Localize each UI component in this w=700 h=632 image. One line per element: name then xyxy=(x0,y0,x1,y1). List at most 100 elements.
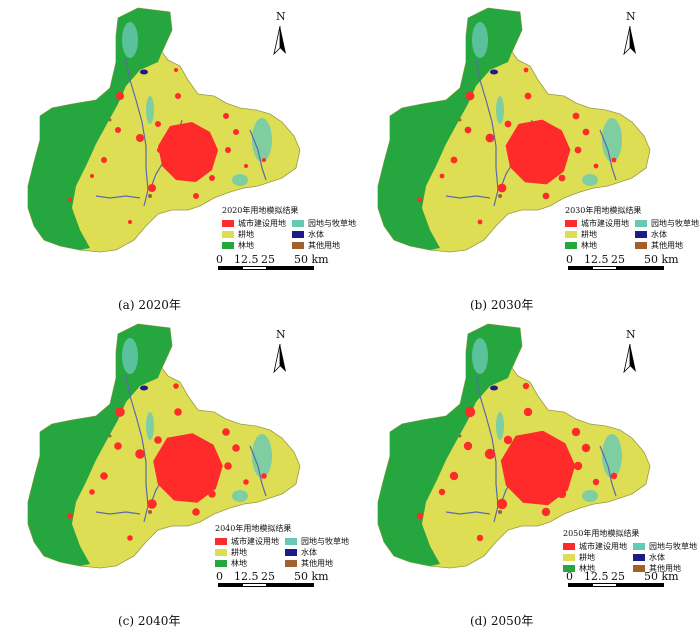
legend-swatch xyxy=(215,538,227,545)
panel-caption: (a) 2020年 xyxy=(118,298,181,312)
scale-segment xyxy=(616,584,663,586)
land-use-map xyxy=(377,7,651,253)
legend-item: 水体 xyxy=(285,547,355,558)
other-land-patch xyxy=(108,118,112,122)
urban-patch xyxy=(90,174,94,178)
garden-grassland-patch xyxy=(122,338,138,374)
urban-patch xyxy=(157,147,163,153)
urban-patch xyxy=(148,184,156,192)
urban-patch xyxy=(208,490,216,498)
urban-patch xyxy=(135,449,145,459)
legend-item: 水体 xyxy=(635,229,700,240)
garden-grassland-patch xyxy=(496,412,504,440)
scale-segment xyxy=(569,584,593,586)
legend-swatch xyxy=(563,543,575,550)
scale-tick-label: 50 km xyxy=(294,570,329,583)
urban-patch xyxy=(244,164,248,168)
scale-bar: 0 12.5 25 50 km xyxy=(216,253,329,270)
map-legend: 2040年用地模拟结果 城市建设用地 园地与牧草地 耕地 水体 林地 其他用地 xyxy=(215,523,355,569)
urban-patch xyxy=(572,112,580,120)
legend-swatch xyxy=(563,565,575,572)
urban-patch xyxy=(545,401,555,411)
forest-area xyxy=(28,324,172,566)
water-body xyxy=(490,69,498,75)
urban-patch xyxy=(225,147,231,153)
urban-core-area xyxy=(505,119,571,185)
scale-bar: 0 12.5 25 50 km xyxy=(566,253,679,270)
urban-patch xyxy=(67,513,73,519)
legend-swatch xyxy=(292,220,304,227)
urban-patch xyxy=(464,126,472,134)
urban-core-area xyxy=(153,433,223,503)
forest-area xyxy=(28,8,172,250)
legend-swatch xyxy=(635,231,647,238)
scale-tick-label: 0 xyxy=(566,570,573,583)
legend-label: 其他用地 xyxy=(651,241,683,250)
legend-item: 林地 xyxy=(565,240,635,251)
urban-patch xyxy=(197,87,203,93)
panel-caption: (d) 2050年 xyxy=(470,614,534,628)
urban-patch xyxy=(233,129,239,135)
urban-patch xyxy=(522,382,530,390)
urban-patch xyxy=(262,158,266,162)
legend-label: 城市建设用地 xyxy=(238,219,286,228)
map-panel-2050: N 2050年用地模拟结果 城市建设用地 园地与牧草地 耕地 水体 林地 其他用地 0 12.5 2… xyxy=(350,316,700,632)
legend-swatch xyxy=(215,560,227,567)
urban-patch xyxy=(100,472,108,480)
legend-swatch xyxy=(563,554,575,561)
legend-item: 园地与牧草地 xyxy=(292,218,362,229)
legend-title: 2050年用地模拟结果 xyxy=(563,529,640,538)
urban-patch xyxy=(542,192,550,200)
legend-item: 水体 xyxy=(633,552,700,563)
urban-patch xyxy=(193,193,199,199)
legend-label: 耕地 xyxy=(579,553,595,562)
urban-patch xyxy=(505,461,515,471)
legend-label: 水体 xyxy=(308,230,324,239)
other-land-patch xyxy=(458,118,462,122)
urban-patch xyxy=(136,134,144,142)
scale-segment xyxy=(219,584,243,586)
garden-grassland-patch xyxy=(122,22,138,58)
scale-segment xyxy=(219,267,243,269)
scale-tick-label: 25 xyxy=(611,570,625,583)
urban-patch xyxy=(222,428,230,436)
land-use-map xyxy=(377,323,651,569)
water-body xyxy=(557,68,563,72)
legend-item: 水体 xyxy=(292,229,362,240)
scale-segment xyxy=(266,584,313,586)
legend-item: 林地 xyxy=(563,563,633,574)
urban-patch xyxy=(416,512,424,520)
urban-core-area xyxy=(500,430,576,506)
river-line xyxy=(475,59,499,207)
map-panel-2020: N 2020年用地模拟结果 城市建设用地 园地与牧草地 耕地 水体 林地 其他用地 0 12.5 2… xyxy=(0,0,356,316)
scale-tick-label: 50 km xyxy=(294,253,329,266)
urban-patch xyxy=(209,175,215,181)
map-legend: 2020年用地模拟结果 城市建设用地 园地与牧草地 耕地 水体 林地 其他用地 xyxy=(222,205,362,251)
scale-tick-label: 12.5 xyxy=(234,570,259,583)
legend-item: 其他用地 xyxy=(635,240,700,251)
urban-patch xyxy=(546,86,554,94)
legend-swatch xyxy=(215,549,227,556)
land-use-map xyxy=(27,7,301,253)
water-body xyxy=(207,68,213,72)
scale-tick-label: 25 xyxy=(261,570,275,583)
legend-label: 园地与牧草地 xyxy=(651,219,699,228)
urban-patch xyxy=(541,507,551,517)
scale-segment xyxy=(592,267,616,269)
scale-tick-label: 12.5 xyxy=(584,253,609,266)
panel-caption: (c) 2040年 xyxy=(118,614,181,628)
legend-item: 耕地 xyxy=(215,547,285,558)
legend-item: 耕地 xyxy=(563,552,633,563)
urban-patch xyxy=(115,407,125,417)
legend-swatch xyxy=(292,231,304,238)
scale-segment xyxy=(592,584,616,586)
legend-swatch xyxy=(222,242,234,249)
garden-grassland-patch xyxy=(146,96,154,124)
legend-item: 城市建设用地 xyxy=(215,536,285,547)
garden-grassland-patch xyxy=(472,22,488,58)
legend-swatch xyxy=(635,242,647,249)
legend-label: 水体 xyxy=(651,230,667,239)
river-line xyxy=(599,129,617,181)
urban-patch xyxy=(611,157,617,163)
river-line xyxy=(95,195,141,199)
